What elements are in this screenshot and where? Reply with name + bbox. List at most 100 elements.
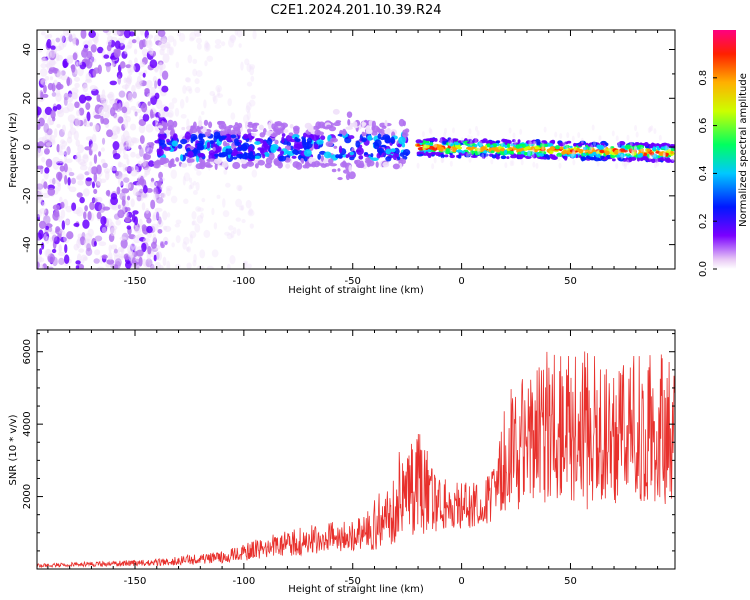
spectrogram-cell bbox=[98, 106, 105, 116]
spectrogram-cell bbox=[278, 155, 287, 162]
spectrogram-cell bbox=[355, 140, 361, 148]
spectrogram-cell bbox=[134, 111, 138, 117]
spectrogram-cell bbox=[428, 137, 436, 142]
spectrogram-cell bbox=[646, 158, 653, 163]
spectrogram-cell bbox=[651, 152, 655, 159]
spectrogram-cell bbox=[43, 84, 47, 94]
spectrogram-cell bbox=[580, 156, 587, 161]
spectrogram-cell bbox=[564, 156, 568, 161]
spectrogram-cell bbox=[85, 136, 94, 141]
spectrogram-cell bbox=[624, 144, 632, 149]
spectrogram-cell bbox=[148, 160, 155, 168]
spectrogram-cell bbox=[121, 173, 128, 178]
spectrogram-cell bbox=[48, 60, 57, 66]
spectrogram-cell bbox=[216, 194, 221, 199]
spectrogram-cell bbox=[611, 158, 616, 162]
spectrogram-cell bbox=[162, 236, 169, 246]
spectrogram-cell bbox=[659, 151, 667, 156]
spectrogram-cell bbox=[113, 248, 118, 254]
spectrogram-cell bbox=[289, 145, 294, 151]
spectrogram-cell bbox=[118, 90, 126, 98]
spectrogram-cell bbox=[240, 61, 244, 71]
spectrogram-cell bbox=[597, 158, 603, 161]
colorbar: 0.0 0.2 0.4 0.6 0.8 Normalized spectral ampl… bbox=[698, 30, 749, 277]
spectrogram-cell bbox=[185, 95, 189, 104]
spectrogram-cell bbox=[323, 151, 332, 159]
spectrogram-cell bbox=[263, 151, 270, 157]
spectrogram-cell bbox=[46, 49, 52, 60]
spectrogram-cell bbox=[86, 111, 91, 122]
spectrogram-cell bbox=[84, 146, 92, 151]
spectrogram-cell bbox=[600, 155, 605, 160]
spectrogram-cell bbox=[532, 140, 536, 147]
spectrogram-cell bbox=[283, 129, 289, 133]
spectrogram-cell bbox=[204, 131, 211, 137]
spectrogram-cell bbox=[72, 52, 78, 61]
colorbar-gradient bbox=[713, 30, 736, 269]
spectrogram-cell bbox=[162, 225, 168, 231]
spectrogram-cell bbox=[582, 145, 586, 152]
spectrogram-cell bbox=[203, 99, 207, 109]
spectrogram-cell bbox=[261, 142, 270, 151]
x-tick-label: -150 bbox=[124, 576, 147, 587]
spectrogram-cell bbox=[634, 142, 640, 145]
spectrogram-cell bbox=[425, 142, 431, 146]
spectrogram-cell bbox=[229, 35, 237, 41]
spectrogram-cell bbox=[194, 223, 201, 233]
spectrogram-cell bbox=[41, 156, 46, 163]
spectrogram-cell bbox=[187, 54, 193, 64]
spectrogram-cell bbox=[147, 92, 155, 98]
spectrogram-cell bbox=[572, 159, 576, 166]
spectrogram-cell bbox=[154, 92, 160, 100]
spectrogram-cell bbox=[472, 138, 479, 143]
spectrogram-cell bbox=[392, 163, 400, 170]
spectrogram-cell bbox=[134, 216, 138, 226]
spectrogram-cell bbox=[67, 114, 76, 123]
spectrogram-cell bbox=[248, 208, 253, 216]
spectrogram-cell bbox=[512, 132, 516, 139]
spectrogram-cell bbox=[551, 154, 556, 157]
spectrogram-cell bbox=[111, 125, 120, 135]
spectrogram-cell bbox=[87, 210, 92, 221]
spectrogram-cell bbox=[93, 172, 98, 183]
spectrogram-cell bbox=[569, 149, 575, 153]
spectrogram-cell bbox=[183, 236, 190, 245]
spectrogram-cell bbox=[156, 148, 160, 154]
spectrogram-cell bbox=[212, 93, 216, 102]
y-tick-label: -40 bbox=[22, 236, 33, 252]
spectrogram-cell bbox=[71, 202, 77, 212]
spectrogram-cell bbox=[100, 147, 106, 152]
spectrogram-cell bbox=[270, 145, 277, 153]
spectrogram-cell bbox=[653, 162, 657, 169]
spectrogram-cell bbox=[524, 155, 532, 159]
spectrogram-cell bbox=[153, 191, 157, 202]
spectrogram-cell bbox=[565, 144, 569, 151]
spectrogram-cell bbox=[457, 140, 463, 143]
spectrogram-cell bbox=[454, 142, 460, 146]
spectrogram-cell bbox=[74, 76, 81, 82]
spectrogram-cell bbox=[375, 161, 379, 168]
spectrogram-cell bbox=[504, 149, 508, 155]
spectrogram-cell bbox=[541, 142, 545, 149]
spectrogram-cell bbox=[449, 154, 456, 159]
spectrogram-cell bbox=[96, 176, 102, 186]
spectrogram-cell bbox=[610, 155, 616, 159]
spectrogram-cell bbox=[517, 151, 522, 155]
spectrogram-cell bbox=[106, 129, 114, 138]
spectrogram-cell bbox=[192, 189, 198, 195]
spectrogram-cell bbox=[166, 46, 173, 56]
spectrogram-cell bbox=[441, 154, 445, 157]
spectrogram-cell bbox=[175, 157, 180, 162]
colorbar-tick-label: 0.4 bbox=[698, 165, 709, 181]
spectrogram-cell bbox=[365, 125, 371, 132]
spectrogram-cell bbox=[73, 209, 81, 215]
spectrogram-cell bbox=[172, 133, 178, 142]
spectrogram-cell bbox=[617, 141, 621, 148]
spectrogram-cell bbox=[62, 60, 68, 69]
spectrogram-cell bbox=[362, 132, 367, 137]
spectrogram-cell bbox=[130, 137, 137, 144]
spectrogram-cell bbox=[510, 155, 518, 159]
spectrogram-cell bbox=[630, 156, 637, 161]
spectrogram-cell bbox=[158, 61, 163, 71]
spectrogram-cell bbox=[188, 177, 193, 183]
